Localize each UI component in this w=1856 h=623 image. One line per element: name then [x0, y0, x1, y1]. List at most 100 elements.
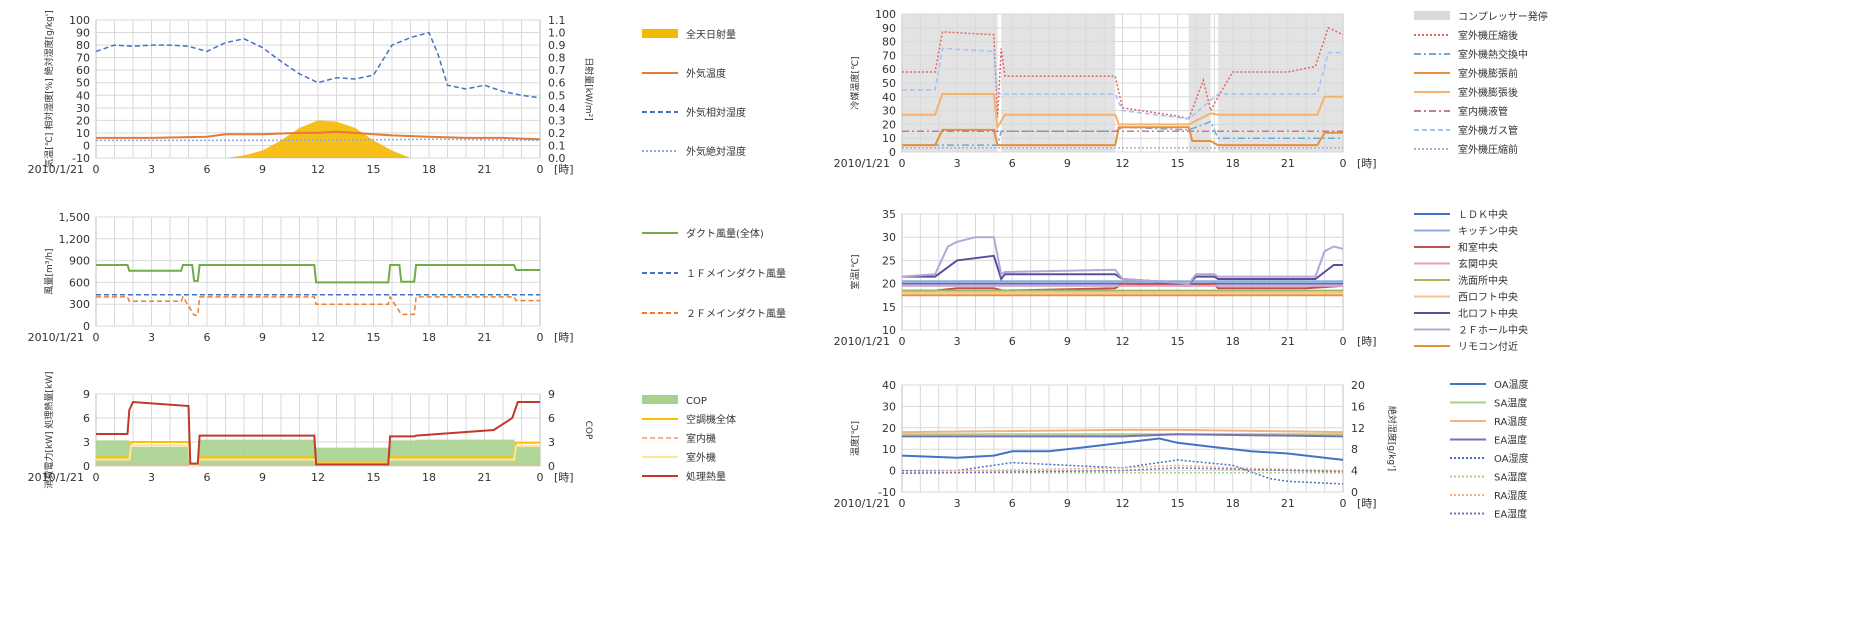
- x-tick-label: 18: [422, 471, 436, 484]
- legend-label: コンプレッサー発停: [1458, 10, 1548, 23]
- series-line-1: [901, 437, 1344, 461]
- y-tick-label: 10: [882, 443, 896, 456]
- y-tick-label: 20: [882, 278, 896, 291]
- x-tick-label: 15: [1171, 497, 1185, 510]
- y2-tick-label: 6: [548, 412, 555, 425]
- legend-label: EA湿度: [1494, 508, 1527, 521]
- y2-axis-title: 絶対湿度[g/kg']: [1386, 406, 1398, 471]
- legend-label: 室内機液管: [1458, 105, 1508, 118]
- y-axis-title: 室温[℃]: [849, 254, 861, 289]
- y-tick-label: 25: [882, 254, 896, 267]
- y2-tick-label: 1.0: [548, 27, 566, 40]
- x-tick-label: 12: [311, 331, 325, 344]
- series-line-4: [96, 138, 541, 142]
- legend-label: 外気絶対湿度: [686, 145, 746, 158]
- x-tick-label: 21: [478, 331, 492, 344]
- legend-label: RA温度: [1494, 415, 1527, 428]
- legend-label: 室外機圧縮前: [1458, 143, 1518, 156]
- legend-label: 全天日射量: [686, 28, 736, 41]
- x-tick-label: 15: [1171, 335, 1185, 348]
- x-tick-label: 3: [148, 163, 155, 176]
- x-tick-label: 0: [899, 157, 906, 170]
- y2-tick-label: 1.1: [548, 14, 566, 27]
- x-unit-label: [時]: [1357, 335, 1377, 348]
- series-line-1: [96, 264, 540, 284]
- y-tick-label: 1,500: [59, 211, 91, 224]
- series-line-8: [901, 236, 1344, 285]
- y2-tick-label: 12: [1351, 422, 1365, 435]
- y-tick-label: 3: [83, 436, 90, 449]
- y2-tick-label: 0.4: [548, 102, 566, 115]
- series-line-5: [902, 93, 1343, 131]
- legend-label: EA温度: [1494, 434, 1527, 447]
- chart-panel-1: -1001020304050607080901000.00.10.20.30.4…: [28, 10, 746, 176]
- x-tick-label: 0: [93, 331, 100, 344]
- legend-label: ＬＤＫ中央: [1458, 208, 1508, 221]
- y-tick-label: 70: [882, 49, 896, 62]
- y2-tick-label: 3: [548, 436, 555, 449]
- legend-label: COP: [686, 396, 707, 407]
- y-tick-label: 50: [882, 77, 896, 90]
- y-tick-label: 10: [76, 127, 90, 140]
- y-axis-title: 気温[℃] 相対湿度[%] 絶対湿度[g/kg']: [43, 10, 55, 168]
- legend-label: 洗面所中央: [1458, 274, 1508, 287]
- legend-label: 空調機全体: [686, 413, 736, 426]
- y-tick-label: 600: [69, 276, 90, 289]
- y-tick-label: 10: [882, 324, 896, 337]
- x-tick-label: 12: [311, 471, 325, 484]
- y-tick-label: 40: [76, 89, 90, 102]
- legend-label: 室外機熱交換中: [1458, 48, 1528, 61]
- x-tick-label: 21: [478, 163, 492, 176]
- series-line-3: [901, 428, 1344, 434]
- legend-label: 室内機: [686, 432, 716, 445]
- x-tick-label: 15: [367, 471, 381, 484]
- y-tick-label: 30: [882, 400, 896, 413]
- date-label: 2010/1/21: [834, 157, 890, 170]
- x-tick-label: 0: [537, 331, 544, 344]
- y2-tick-label: 0.8: [548, 52, 566, 65]
- series-line-4: [902, 433, 1344, 438]
- x-tick-label: 12: [1116, 335, 1130, 348]
- x-unit-label: [時]: [554, 471, 574, 484]
- chart-panel-5: 10 15 20 25 30 35 0 3 6 9 12 15 18 21 0 2010/1/21 [時] 室温[…: [834, 208, 1528, 353]
- x-tick-label: 9: [1064, 157, 1071, 170]
- legend-label: 西ロフト中央: [1458, 291, 1518, 304]
- x-tick-label: 0: [537, 471, 544, 484]
- x-tick-label: 0: [1340, 497, 1347, 510]
- legend-label: RA湿度: [1494, 489, 1527, 502]
- series-line-4: [902, 126, 1343, 147]
- y-tick-label: 30: [882, 105, 896, 118]
- legend-label: 室外機膨張前: [1458, 67, 1518, 80]
- legend-label: 処理熱量: [686, 470, 726, 483]
- x-tick-label: 0: [899, 497, 906, 510]
- x-tick-label: 9: [259, 331, 266, 344]
- legend-label: 外気相対湿度: [686, 106, 746, 119]
- compressor-on-band: [1188, 14, 1211, 152]
- y2-tick-label: 0: [1351, 486, 1358, 499]
- y2-tick-label: 4: [1351, 465, 1358, 478]
- x-tick-label: 18: [422, 163, 436, 176]
- y2-axis-title: 日射量[kW/m²]: [583, 57, 595, 121]
- y-tick-label: 60: [882, 63, 896, 76]
- y-axis-title: 風量[m³/h]: [44, 248, 55, 294]
- y-tick-label: 100: [69, 14, 90, 27]
- x-tick-label: 6: [204, 163, 211, 176]
- x-tick-label: 0: [1340, 335, 1347, 348]
- y2-tick-label: 0: [548, 460, 555, 473]
- x-unit-label: [時]: [554, 331, 574, 344]
- legend-label: OA湿度: [1494, 452, 1529, 465]
- x-tick-label: 21: [1281, 157, 1295, 170]
- x-tick-label: 12: [1116, 157, 1130, 170]
- y2-tick-label: 0.2: [548, 127, 566, 140]
- legend-label: 外気温度: [686, 67, 726, 80]
- series-line-5: [96, 400, 540, 466]
- series-line-7: [902, 47, 1343, 120]
- x-unit-label: [時]: [1357, 157, 1377, 170]
- y2-tick-label: 16: [1351, 400, 1365, 413]
- y-axis-title: 温度[℃]: [849, 421, 861, 456]
- y2-tick-label: 20: [1351, 379, 1365, 392]
- y2-tick-label: 0.5: [548, 89, 566, 102]
- x-tick-label: 18: [1226, 157, 1240, 170]
- series-area-1: [96, 120, 540, 158]
- x-tick-label: 6: [204, 331, 211, 344]
